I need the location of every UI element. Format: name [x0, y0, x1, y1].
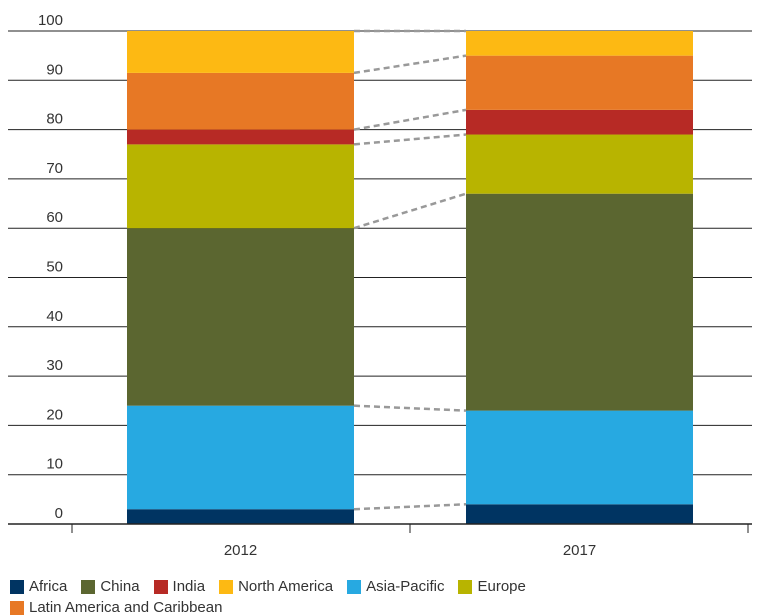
bar-segment-latin-america-and-caribbean-2012 — [127, 72, 354, 130]
bar-segment-asia-pacific-2012 — [127, 405, 354, 510]
stacked-bar-chart: 0 10 20 30 40 50 60 70 80 90 100 2012 2017 — [8, 12, 752, 559]
legend-label: Africa — [29, 578, 68, 595]
bar-segment-europe-2017 — [466, 134, 693, 194]
y-tick-label: 30 — [46, 357, 63, 374]
y-tick-label: 40 — [46, 308, 63, 325]
y-tick-label: 50 — [46, 259, 63, 276]
connector-line — [353, 503, 467, 511]
legend-item: Africa — [10, 578, 67, 595]
bar-segment-africa-2012 — [127, 509, 354, 524]
x-tick-labels: 2012 2017 — [224, 542, 596, 559]
legend-item: Asia-Pacific — [347, 578, 444, 595]
connector-line — [353, 108, 467, 131]
y-tick-label: 90 — [46, 61, 63, 78]
bar-segment-north-america-2012 — [127, 31, 354, 73]
bar-segment-latin-america-and-caribbean-2017 — [466, 55, 693, 110]
y-tick-labels: 0 10 20 30 40 50 60 70 80 90 100 — [38, 12, 63, 522]
legend-item: India — [153, 578, 206, 595]
legend-item: Europe — [458, 578, 526, 595]
legend-label: India — [172, 578, 206, 595]
bar-segment-china-2012 — [127, 228, 354, 406]
legend-label: Asia-Pacific — [366, 578, 445, 595]
bars — [127, 31, 693, 524]
y-tick-label: 100 — [38, 12, 63, 29]
legend-label: China — [100, 578, 140, 595]
y-tick-label: 0 — [55, 505, 63, 522]
connector-line — [353, 133, 467, 146]
connector-line — [353, 404, 467, 412]
legend-item: China — [81, 578, 140, 595]
x-tick-label: 2017 — [563, 542, 596, 559]
bar-segment-india-2012 — [127, 129, 354, 145]
legend-swatch — [10, 579, 24, 594]
legend: Africa China India North America Asia-Pacifi… — [10, 578, 750, 616]
connector-line — [353, 54, 467, 75]
y-tick-label: 60 — [46, 209, 63, 226]
bar-segment-north-america-2017 — [466, 31, 693, 56]
legend-label: Europe — [477, 578, 526, 595]
connector-lines — [353, 29, 467, 511]
bar-segment-europe-2012 — [127, 144, 354, 229]
x-tick-label: 2012 — [224, 542, 257, 559]
connector-line — [353, 192, 467, 230]
bar-segment-asia-pacific-2017 — [466, 410, 693, 505]
legend-swatch — [458, 579, 473, 594]
legend-label: Latin America and Caribbean — [29, 599, 223, 616]
y-tick-label: 80 — [46, 111, 63, 128]
legend-swatch — [153, 579, 168, 594]
x-axis — [8, 523, 752, 533]
legend-item: North America — [219, 578, 333, 595]
legend-label: North America — [238, 578, 334, 595]
legend-swatch — [219, 579, 234, 594]
bar-segment-india-2017 — [466, 109, 693, 135]
legend-swatch — [81, 579, 96, 594]
legend-swatch — [347, 579, 362, 594]
bar-segment-africa-2017 — [466, 504, 693, 524]
legend-swatch — [10, 600, 24, 615]
y-tick-label: 70 — [46, 160, 63, 177]
legend-item: Latin America and Caribbean — [10, 599, 222, 616]
bar-segment-china-2017 — [466, 193, 693, 411]
y-tick-label: 10 — [46, 456, 63, 473]
y-tick-label: 20 — [46, 406, 63, 423]
